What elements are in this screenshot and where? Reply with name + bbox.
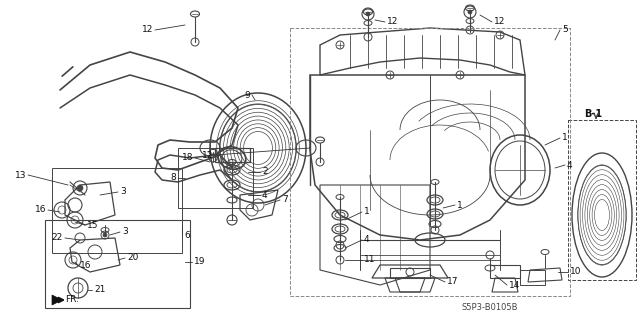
- Text: 22: 22: [52, 234, 63, 242]
- Circle shape: [366, 12, 370, 16]
- Text: S5P3-B0105B: S5P3-B0105B: [462, 303, 518, 313]
- Text: 14: 14: [509, 280, 520, 290]
- Text: 1: 1: [457, 201, 463, 210]
- Text: 12: 12: [202, 151, 213, 160]
- Text: 13: 13: [15, 170, 26, 180]
- Text: 5: 5: [562, 26, 568, 34]
- Bar: [178, 148, 253, 208]
- Text: 1: 1: [562, 133, 568, 143]
- Text: 10: 10: [570, 268, 582, 277]
- Text: 12: 12: [387, 18, 398, 26]
- Text: 4: 4: [364, 235, 370, 244]
- Text: B-1: B-1: [584, 109, 602, 119]
- Circle shape: [103, 233, 107, 237]
- Text: 20: 20: [127, 254, 138, 263]
- Text: 16: 16: [35, 205, 46, 214]
- Text: 1: 1: [364, 207, 370, 217]
- Text: 8: 8: [170, 174, 176, 182]
- Circle shape: [77, 185, 83, 191]
- Bar: [52, 168, 182, 253]
- Bar: [568, 120, 636, 280]
- Text: 7: 7: [282, 196, 288, 204]
- Text: 6: 6: [184, 231, 189, 240]
- Text: 17: 17: [447, 278, 458, 286]
- Text: 3: 3: [120, 188, 125, 197]
- Text: 4: 4: [262, 190, 268, 199]
- Text: 9: 9: [244, 91, 250, 100]
- Polygon shape: [52, 295, 62, 305]
- Circle shape: [468, 10, 472, 14]
- Text: 21: 21: [94, 286, 106, 294]
- Text: 4: 4: [567, 160, 573, 169]
- Text: 11: 11: [364, 256, 376, 264]
- Bar: [45, 220, 190, 308]
- Text: 18: 18: [182, 153, 193, 162]
- Text: 12: 12: [494, 18, 506, 26]
- Bar: [290, 28, 570, 296]
- Text: 3: 3: [122, 227, 128, 236]
- Text: FR.: FR.: [65, 295, 79, 305]
- Text: 2: 2: [262, 167, 268, 176]
- Text: 15: 15: [87, 220, 99, 229]
- Text: 12: 12: [141, 26, 153, 34]
- Text: 19: 19: [194, 257, 205, 266]
- Text: 16: 16: [80, 261, 92, 270]
